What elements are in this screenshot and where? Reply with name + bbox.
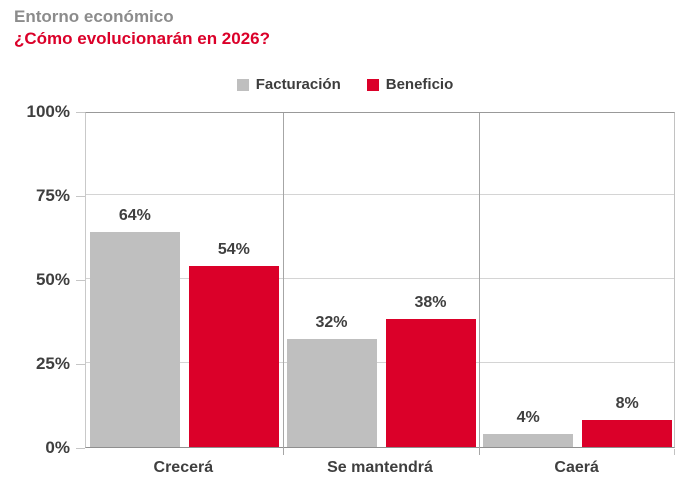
legend: Facturación Beneficio xyxy=(0,76,690,93)
bar-value-label: 38% xyxy=(414,294,447,312)
bar-value-label: 54% xyxy=(217,240,250,258)
bar-value-label: 32% xyxy=(315,314,348,332)
y-axis-tick xyxy=(76,364,85,365)
y-axis-label: 75% xyxy=(35,186,70,205)
y-axis-tick xyxy=(76,280,85,281)
bar-facturación-2 xyxy=(483,433,574,447)
plot-area: 64% 54% 32% 38% 4% 8% xyxy=(85,112,675,455)
bar-beneficio-0 xyxy=(188,265,279,447)
category-label: Se mantendrá xyxy=(327,459,433,476)
bar-facturación-0 xyxy=(89,231,180,447)
y-axis-label: 25% xyxy=(35,354,70,373)
legend-item-beneficio: Beneficio xyxy=(366,76,454,93)
gridline xyxy=(86,278,674,279)
y-axis-tick xyxy=(76,112,85,113)
facturacion-swatch-icon xyxy=(236,78,249,91)
category-label: Crecerá xyxy=(153,459,214,476)
right-axis-tick xyxy=(674,449,675,455)
legend-item-facturacion: Facturación xyxy=(236,76,341,93)
legend-label-beneficio: Beneficio xyxy=(385,76,454,93)
bar-facturación-1 xyxy=(286,339,377,447)
bar-value-label: 64% xyxy=(118,206,151,224)
y-axis-label: 0% xyxy=(45,438,70,457)
legend-label-facturacion: Facturación xyxy=(255,76,341,93)
chart-title: Entorno económico xyxy=(14,7,174,26)
bar-value-label: 8% xyxy=(615,395,639,413)
bar-beneficio-2 xyxy=(582,420,673,447)
y-axis-tick xyxy=(76,196,85,197)
chart-subtitle: ¿Cómo evolucionarán en 2026? xyxy=(14,29,271,48)
y-axis-label: 50% xyxy=(35,270,70,289)
y-axis-tick xyxy=(76,448,85,449)
gridline xyxy=(86,194,674,195)
panel-separator xyxy=(479,113,480,455)
gridline xyxy=(86,362,674,363)
bar-beneficio-1 xyxy=(385,319,476,447)
panel-separator xyxy=(283,113,284,455)
category-label: Caerá xyxy=(554,459,599,476)
y-axis-label: 100% xyxy=(26,102,70,121)
beneficio-swatch-icon xyxy=(366,78,379,91)
bar-value-label: 4% xyxy=(516,408,540,426)
